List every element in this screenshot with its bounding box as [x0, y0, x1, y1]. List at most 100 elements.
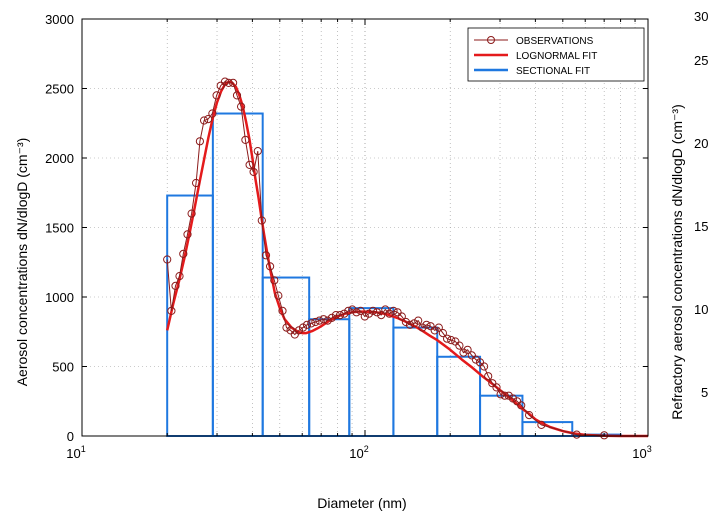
observation-point	[290, 330, 299, 339]
observation-point	[241, 135, 250, 144]
observation-point	[200, 116, 209, 125]
right-tick-label: 30	[694, 9, 708, 24]
observation-point	[372, 308, 382, 317]
observation-point	[455, 341, 464, 350]
observation-point	[397, 312, 406, 321]
x-tick-exponent: 2	[364, 444, 369, 454]
sectional-bin	[348, 307, 395, 437]
observation-point	[463, 345, 472, 354]
observation-point	[163, 255, 172, 264]
observation-point	[500, 391, 509, 400]
y-tick-label: 2000	[45, 151, 74, 166]
y-tick-label: 2500	[45, 82, 74, 97]
observation-point	[488, 379, 497, 388]
observation-point	[237, 102, 246, 111]
y-tick-label: 3000	[45, 12, 74, 27]
observation-point	[364, 309, 373, 318]
observation-point	[572, 430, 581, 439]
right-tick-label: 20	[694, 136, 708, 151]
observation-point	[195, 137, 204, 146]
observation-point	[224, 78, 233, 88]
observation-point	[257, 216, 266, 225]
observation-point	[282, 323, 291, 332]
observation-point	[418, 323, 427, 332]
observation-point	[504, 391, 513, 400]
observation-point	[331, 311, 340, 320]
x-tick-exponent: 3	[647, 444, 652, 454]
observation-point	[171, 281, 180, 290]
y-axis-label: Aerosol concentrations dN/dlogD (cm⁻³)	[14, 138, 30, 387]
observation-point	[253, 147, 262, 156]
observation-point	[434, 323, 443, 332]
right-y-axis-label: Refractory aerosol concentrations dN/dlo…	[669, 104, 685, 420]
observations-line	[166, 81, 605, 436]
sectional-fit-series	[166, 112, 622, 438]
observation-point	[422, 320, 431, 329]
observation-point	[311, 317, 320, 327]
observation-point	[438, 329, 447, 338]
observation-point	[600, 431, 609, 440]
observation-point	[192, 178, 201, 188]
x-axis-label: Diameter (nm)	[317, 495, 406, 511]
observation-point	[525, 411, 534, 420]
x-tick-exponent: 1	[81, 444, 86, 454]
right-tick-label: 15	[694, 219, 708, 234]
legend-observations-marker	[487, 36, 495, 44]
x-tick-labels: 101 102 103	[66, 444, 651, 461]
legend-observations-label: OBSERVATIONS	[516, 36, 594, 47]
lognormal-fit-line	[165, 80, 648, 438]
observation-point	[261, 251, 271, 260]
x-tick-base: 10	[349, 446, 363, 461]
observation-point	[315, 316, 324, 325]
observation-point	[496, 390, 505, 399]
observation-point	[208, 109, 217, 118]
observation-point	[517, 401, 526, 410]
sectional-bin	[521, 421, 574, 438]
x-tick-base: 10	[632, 446, 646, 461]
observation-point	[459, 348, 468, 357]
right-axis-tick-labels: 5 10 15 20 25 30	[694, 9, 708, 400]
observation-point	[187, 209, 196, 218]
observation-point	[405, 320, 415, 329]
observation-point	[381, 305, 390, 314]
ticks	[82, 18, 648, 437]
observation-point	[278, 306, 287, 315]
observation-point	[513, 397, 522, 406]
x-tick-label: 103	[632, 444, 651, 461]
observation-point	[307, 319, 316, 328]
observation-point	[229, 78, 238, 88]
observation-point	[414, 316, 423, 325]
observation-point	[443, 334, 452, 343]
observation-point	[340, 309, 349, 318]
observation-point	[475, 358, 485, 367]
observation-point	[249, 167, 258, 176]
observations-series	[163, 77, 609, 440]
legend: OBSERVATIONS LOGNORMAL FIT SECTIONAL FIT	[467, 27, 645, 82]
observation-point	[348, 305, 357, 314]
y-tick-labels: 0 500 1000 1500 2000 2500 3000	[45, 12, 74, 444]
legend-sectional-label: SECTIONAL FIT	[516, 66, 590, 77]
observation-point	[179, 249, 188, 258]
observation-point	[467, 351, 476, 360]
observation-point	[377, 311, 386, 320]
observation-point	[274, 291, 283, 300]
observation-point	[389, 306, 398, 315]
observation-point	[471, 355, 480, 364]
observation-point	[294, 326, 303, 335]
y-tick-label: 500	[52, 360, 74, 375]
right-tick-label: 5	[701, 385, 708, 400]
observation-point	[327, 313, 336, 322]
observation-point	[245, 160, 254, 169]
y-tick-label: 1500	[45, 221, 74, 236]
observation-point	[319, 315, 328, 324]
observation-point	[492, 383, 501, 392]
observation-point	[352, 308, 361, 317]
y-tick-label: 0	[67, 429, 74, 444]
observation-point	[220, 77, 230, 86]
observation-point	[393, 308, 402, 317]
observation-point	[410, 319, 419, 328]
observation-point	[480, 362, 489, 371]
lognormal-fit-series	[165, 80, 648, 438]
observation-point	[175, 272, 184, 281]
